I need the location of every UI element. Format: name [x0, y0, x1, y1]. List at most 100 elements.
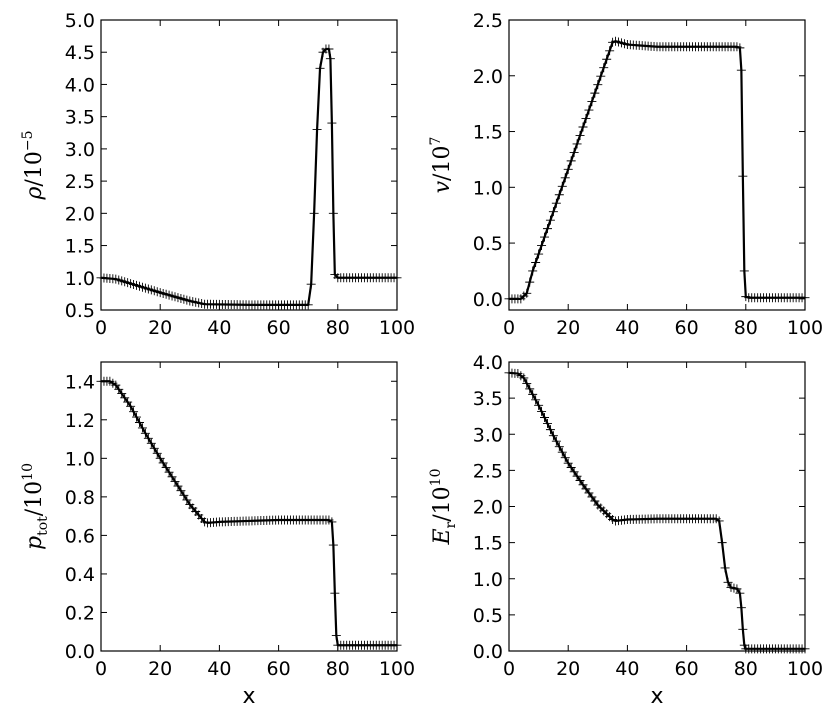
- radiation-energy-x-tick-label: 100: [787, 658, 823, 680]
- pressure-data-point: [152, 448, 162, 458]
- density-y-tick-label: 3.5: [65, 107, 95, 129]
- velocity-series-line: [509, 40, 805, 300]
- velocity-y-tick-label: 2.0: [473, 66, 503, 88]
- pressure-y-label-exponent: 10: [20, 463, 36, 481]
- radiation-energy-y-label-exponent: 10: [428, 469, 444, 487]
- radiation-energy-y-tick-label: 2.0: [473, 497, 503, 519]
- radiation-energy-y-tick-label: 4.0: [473, 352, 503, 374]
- pressure-data-point: [155, 453, 165, 463]
- radiation-energy-y-label-subscript: r: [443, 521, 459, 528]
- pressure-y-tick-label: 1.0: [65, 448, 95, 470]
- pressure-x-tick-label: 60: [267, 658, 291, 680]
- velocity-data-point: [575, 130, 585, 140]
- pressure-data-point: [330, 588, 340, 598]
- density-data-point: [309, 208, 319, 218]
- density-y-label-exponent: −5: [20, 131, 36, 152]
- velocity-y-tick-label: 2.5: [473, 10, 503, 32]
- pressure-y-tick-label: 0.2: [65, 602, 95, 624]
- radiation-energy-x-tick-label: 20: [556, 658, 580, 680]
- pressure-data-point: [170, 476, 180, 486]
- pressure-y-tick-label: 0.4: [65, 564, 95, 586]
- pressure-x-axis-label: x: [242, 684, 255, 709]
- radiation-energy-x-tick-label: 60: [675, 658, 699, 680]
- velocity-data-point: [593, 80, 603, 90]
- pressure-data-point: [327, 517, 337, 527]
- pressure-y-axis-label: ptot/1010: [20, 463, 51, 550]
- velocity-data-point: [584, 105, 594, 115]
- density-x-tick-label: 80: [326, 317, 350, 339]
- pressure-y-tick-label: 0.6: [65, 525, 95, 547]
- pressure-data-point: [132, 412, 142, 422]
- density-x-tick-label: 20: [148, 317, 172, 339]
- density-y-axis-label: ρ/10−5: [20, 131, 47, 201]
- pressure-data-point: [182, 495, 192, 505]
- pressure-data-point: [149, 443, 159, 453]
- density-y-label-divisor: /10: [22, 151, 47, 186]
- density-data-point: [306, 279, 316, 289]
- radiation-energy-data-point: [714, 516, 724, 526]
- radiation-energy-data-point: [548, 431, 558, 441]
- radiation-energy-data-point: [537, 406, 547, 416]
- velocity-data-point: [522, 288, 532, 298]
- density-axes-frame: [100, 19, 398, 311]
- velocity-data-point: [528, 266, 538, 276]
- velocity-data-point: [735, 43, 745, 53]
- density-data-point: [327, 118, 337, 128]
- radiation-energy-y-tick-label: 3.0: [473, 424, 503, 446]
- pressure-series-line: [101, 380, 397, 647]
- pressure-y-tick-label: 0.0: [65, 641, 95, 663]
- radiation-energy-data-point: [560, 453, 570, 463]
- density-y-tick-label: 3.0: [65, 139, 95, 161]
- radiation-energy-y-label-symbol: E: [430, 528, 455, 545]
- radiation-energy-data-point: [525, 384, 535, 394]
- density-y-tick-label: 4.5: [65, 42, 95, 64]
- velocity-x-tick-label: 100: [787, 317, 823, 339]
- pressure-data-point: [146, 438, 156, 448]
- velocity-data-point: [540, 232, 550, 242]
- velocity-data-point: [566, 156, 576, 166]
- pressure-data-point: [331, 631, 341, 641]
- velocity-data-point: [563, 164, 573, 174]
- pressure-x-tick-label: 100: [379, 658, 415, 680]
- pressure-x-tick-label: 80: [326, 658, 350, 680]
- velocity-data-point: [537, 241, 547, 251]
- velocity-data-point: [605, 46, 615, 56]
- radiation-energy-data-point: [736, 603, 746, 613]
- density-y-tick-label: 1.0: [65, 268, 95, 290]
- velocity-data-point: [551, 198, 561, 208]
- pressure-y-label-symbol: p: [22, 536, 47, 550]
- velocity-data-point: [581, 114, 591, 124]
- density-data-point: [325, 54, 335, 64]
- velocity-data-point: [602, 54, 612, 64]
- radiation-energy-y-label-divisor: /10: [430, 486, 455, 521]
- pressure-data-point: [126, 401, 136, 411]
- density-data-point: [303, 300, 313, 310]
- velocity-data-point: [557, 181, 567, 191]
- density-y-tick-label: 5.0: [65, 10, 95, 32]
- density-y-tick-label: 2.0: [65, 203, 95, 225]
- radiation-energy-data-point: [528, 389, 538, 399]
- pressure-y-tick-label: 1.4: [65, 371, 95, 393]
- radiation-energy-data-point: [531, 395, 541, 405]
- radiation-energy-data-point: [723, 577, 733, 587]
- velocity-x-tick-label: 40: [615, 317, 639, 339]
- pressure-data-point: [179, 490, 189, 500]
- velocity-x-tick-label: 0: [503, 317, 515, 339]
- velocity-y-axis-label: v/107: [428, 137, 455, 194]
- panel-pressure: 0 20 40 60 80 100 0.0 0.2 0.4 0.6 0.8 1.0 1.2 1.4 x pto…: [20, 361, 415, 709]
- velocity-data-point: [572, 139, 582, 149]
- radiation-energy-data-point: [720, 563, 730, 573]
- radiation-energy-data-point: [534, 400, 544, 410]
- density-y-label-symbol: ρ: [22, 186, 47, 200]
- velocity-data-point: [531, 257, 541, 267]
- panel-density: 0 20 40 60 80 100 0.5 1.0 1.5 2.0 2.5 3.0 3.5 4.0 4.5 5…: [20, 10, 415, 339]
- radiation-energy-markers: [504, 368, 810, 654]
- radiation-energy-x-axis-label: x: [650, 684, 663, 709]
- radiation-energy-y-tick-label: 2.5: [473, 460, 503, 482]
- velocity-data-point: [560, 173, 570, 183]
- velocity-data-point: [569, 147, 579, 157]
- velocity-y-tick-label: 1.0: [473, 177, 503, 199]
- panel-velocity: 0 20 40 60 80 100 0.0 0.5 1.0 1.5 2.0 2.5 v/107: [428, 10, 823, 339]
